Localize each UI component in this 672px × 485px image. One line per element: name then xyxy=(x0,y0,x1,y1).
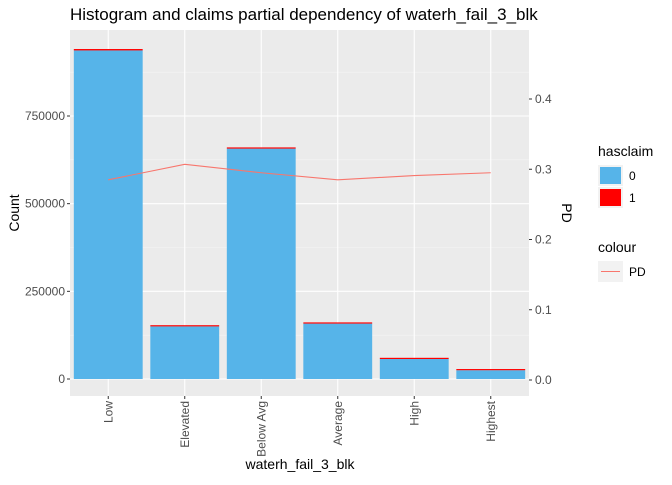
legend-swatch-0 xyxy=(600,167,621,184)
legend-line-title: colour xyxy=(598,239,636,255)
y2-axis-title: PD xyxy=(559,203,575,222)
y2-tick-label: 0.3 xyxy=(535,162,552,176)
bar-below-avg-hasclaim-0 xyxy=(226,148,296,379)
pd-line xyxy=(108,163,491,181)
axis-layer: 0 250000 500000 750000 0.0 0.1 0.2 0.3 0.4 Low Ele… xyxy=(25,92,552,457)
chart-title: Histogram and claims partial dependency … xyxy=(70,5,538,24)
y-tick-label: 500000 xyxy=(25,197,65,211)
bar-highest-hasclaim-0 xyxy=(456,370,526,379)
y-tick-label: 0 xyxy=(58,372,65,386)
bar-average-hasclaim-1 xyxy=(303,322,373,324)
bar-high-hasclaim-0 xyxy=(379,359,449,379)
bar-elevated-hasclaim-0 xyxy=(150,326,220,379)
x-tick-label: Below Avg xyxy=(254,401,268,457)
y-axis-title: Count xyxy=(6,194,22,231)
legend-swatch-1 xyxy=(600,189,621,206)
y2-tick-label: 0.4 xyxy=(535,92,552,106)
legend-label-1: 1 xyxy=(629,191,636,205)
bar-below-avg-hasclaim-1 xyxy=(226,147,296,149)
y2-tick-label: 0.0 xyxy=(535,373,552,387)
bar-low-hasclaim-1 xyxy=(73,49,143,51)
x-tick-label: Elevated xyxy=(178,401,192,448)
bar-elevated-hasclaim-1 xyxy=(150,325,220,327)
y-tick-label: 250000 xyxy=(25,284,65,298)
legend: hasclaim colour 0 1 PD xyxy=(598,143,653,282)
bars-layer xyxy=(73,49,526,380)
legend-fill-title: hasclaim xyxy=(598,143,653,159)
x-tick-label: Average xyxy=(331,401,345,446)
y-tick-label: 750000 xyxy=(25,109,65,123)
x-axis-title: waterh_fail_3_blk xyxy=(245,456,356,472)
y2-tick-label: 0.1 xyxy=(535,303,552,317)
legend-label-0: 0 xyxy=(629,169,636,183)
x-tick-label: Highest xyxy=(484,400,498,441)
x-tick-label: High xyxy=(407,401,421,426)
x-tick-label: Low xyxy=(101,401,115,423)
legend-label-pd: PD xyxy=(629,265,646,279)
bar-highest-hasclaim-1 xyxy=(456,369,526,371)
bar-low-hasclaim-0 xyxy=(73,50,143,380)
pd-line-layer xyxy=(108,163,491,181)
bar-high-hasclaim-1 xyxy=(379,357,449,360)
y2-tick-label: 0.2 xyxy=(535,233,552,247)
bar-average-hasclaim-0 xyxy=(303,323,373,379)
